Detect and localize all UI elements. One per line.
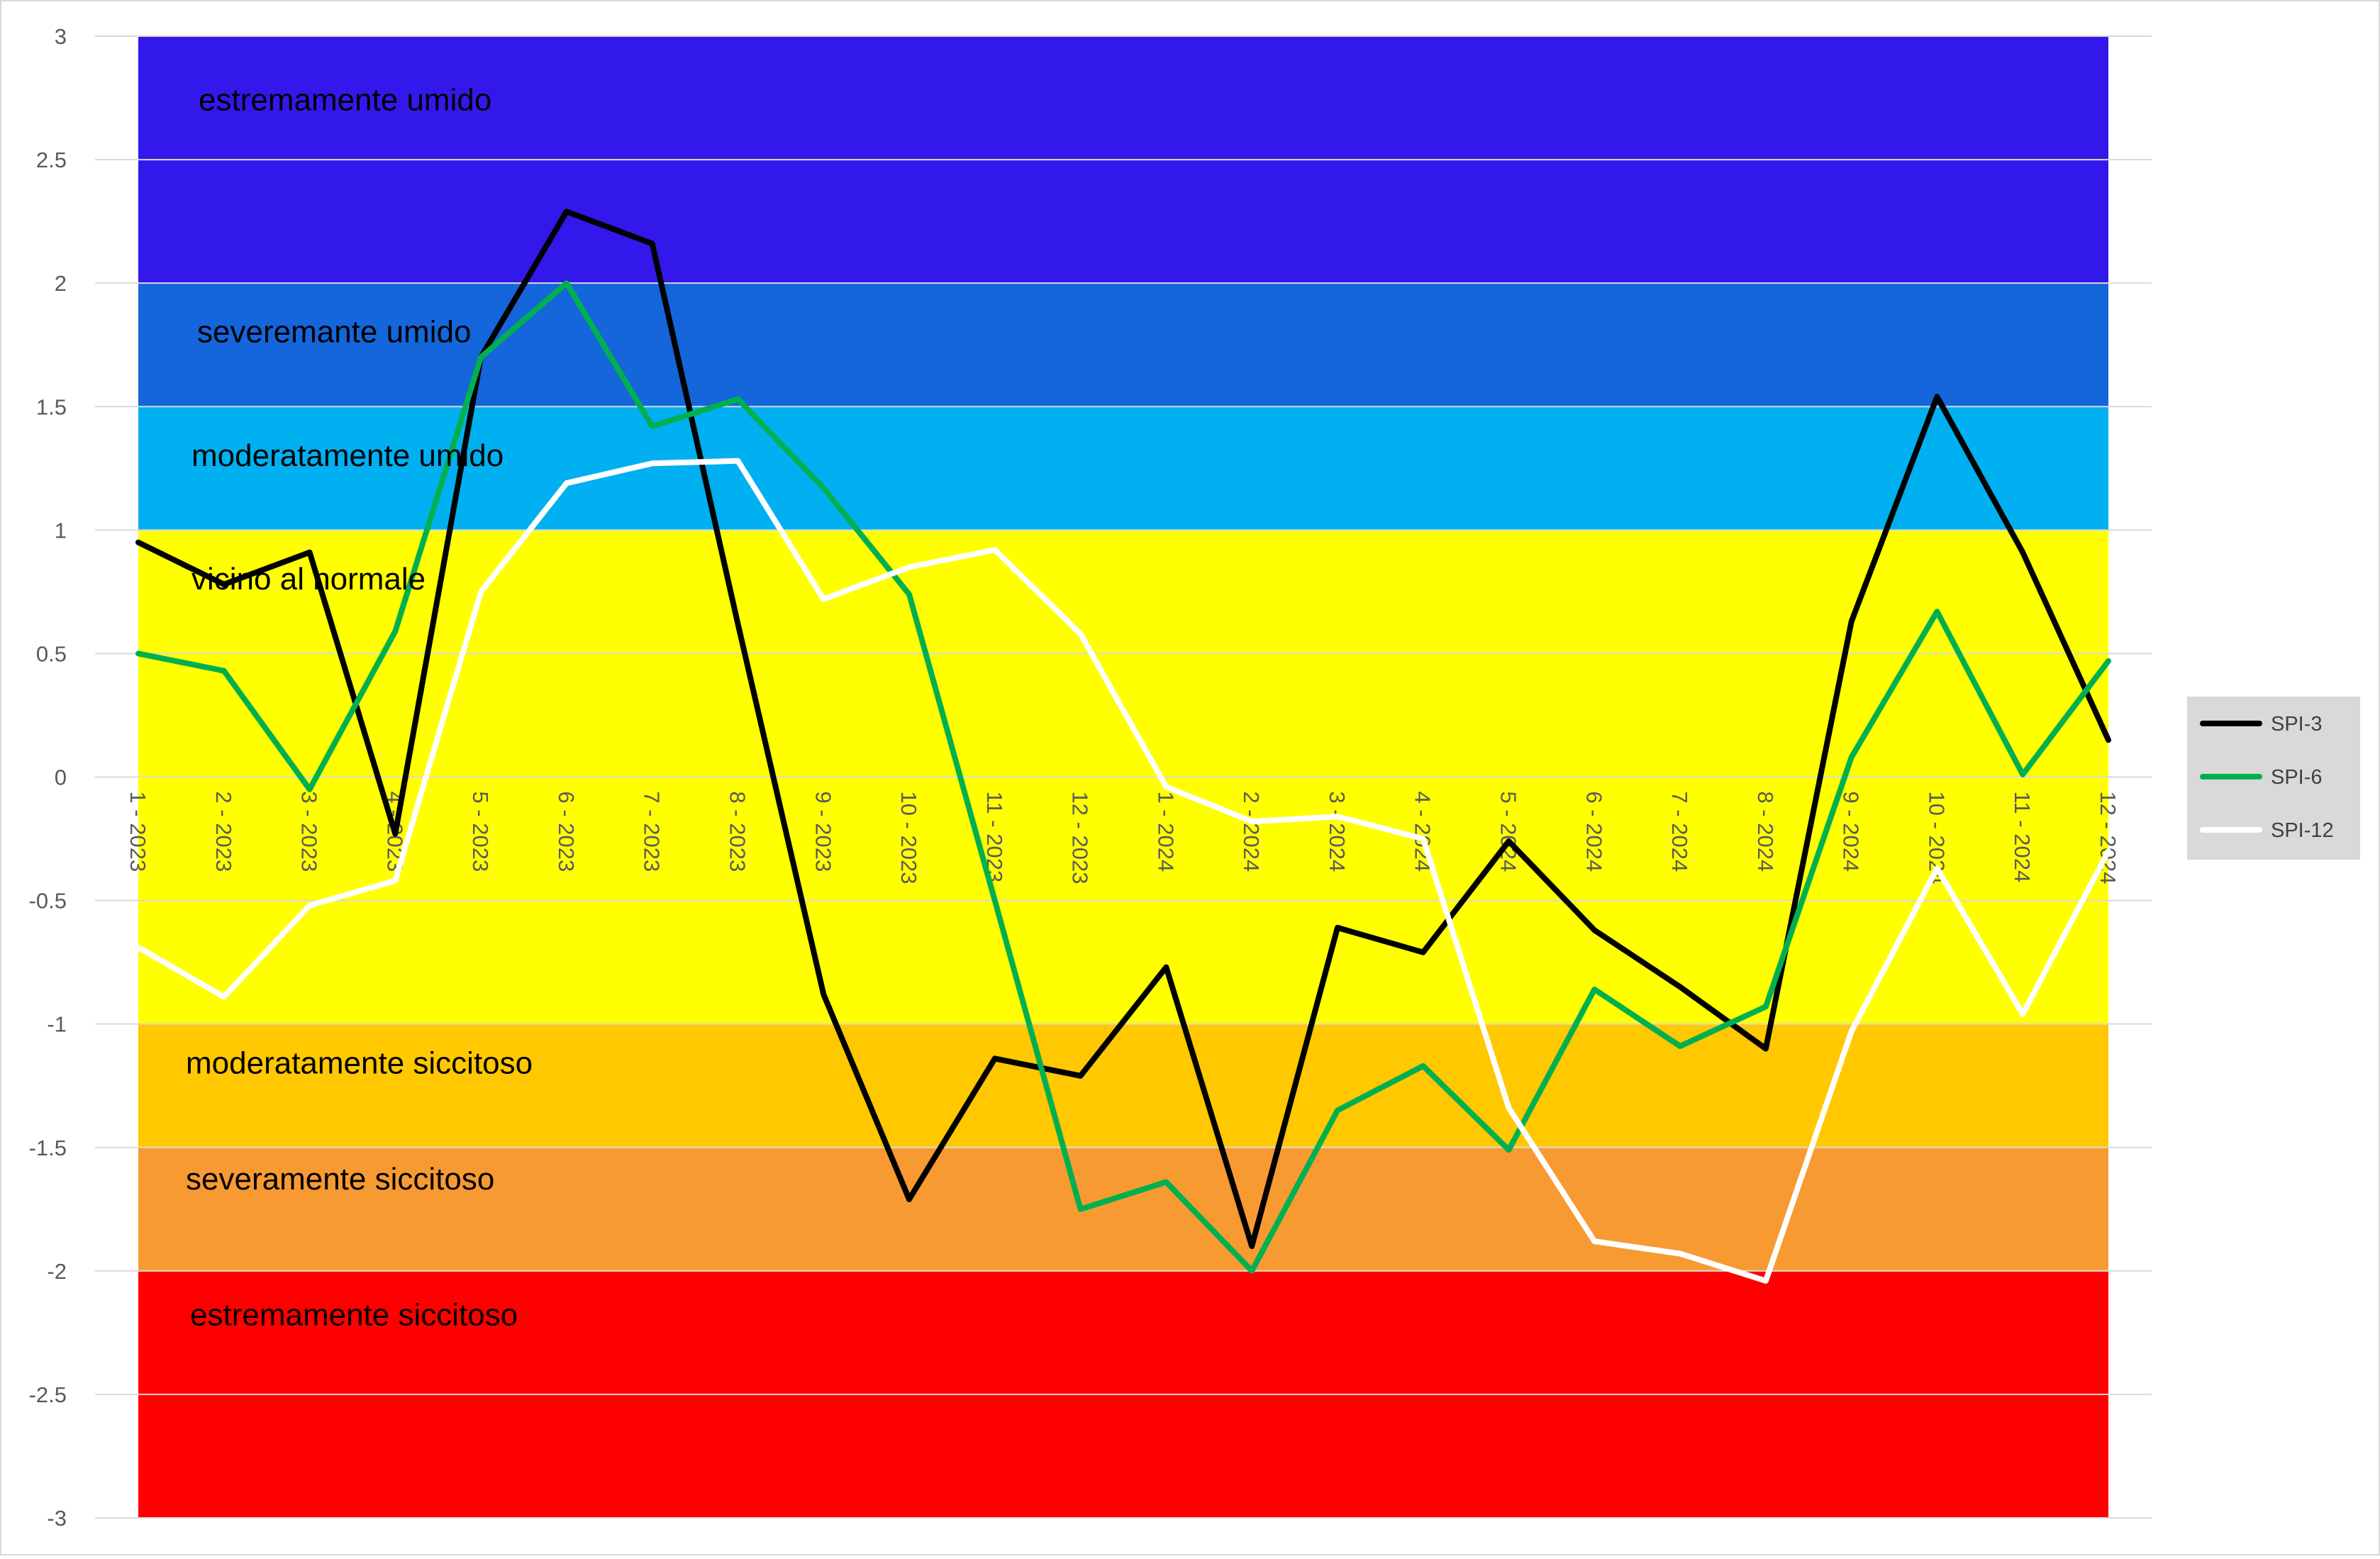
- legend-label: SPI-6: [2271, 766, 2323, 789]
- band-label: estremamente umido: [199, 82, 491, 117]
- band-labels: estremamente umido severemante umido moder…: [186, 82, 533, 1332]
- x-tick-label: 12 - 2023: [1068, 792, 1093, 884]
- x-tick-label: 9 - 2023: [811, 792, 835, 872]
- x-tick-label: 1 - 2023: [126, 792, 150, 872]
- x-tick-label: 7 - 2024: [1667, 792, 1692, 872]
- x-tick-label: 1 - 2024: [1153, 792, 1178, 872]
- x-tick-label: 7 - 2023: [640, 792, 664, 872]
- x-tick-label: 5 - 2023: [468, 792, 493, 872]
- x-tick-label: 2 - 2023: [211, 792, 236, 872]
- y-tick-label: -1.5: [29, 1136, 67, 1160]
- y-tick-label: 2.5: [36, 148, 67, 172]
- y-axis-ticks: 3 2.5 2 1.5 1 0.5 0 -0.5 -1 -1.5 -2 -2.5 -3: [29, 24, 67, 1531]
- y-tick-label: -2.5: [29, 1382, 67, 1407]
- x-tick-label: 6 - 2024: [1581, 792, 1606, 872]
- y-tick-label: 2: [55, 271, 67, 296]
- band-label: severamente siccitoso: [186, 1162, 494, 1197]
- y-tick-label: 0: [55, 765, 67, 790]
- x-tick-label: 5 - 2024: [1496, 792, 1521, 872]
- series-line-spi-6: [135, 280, 2111, 1274]
- band-severamente-siccitoso: [138, 1147, 2108, 1271]
- band-label: estremamente siccitoso: [190, 1297, 518, 1332]
- band-label: severemante umido: [197, 315, 471, 350]
- series-lines: [135, 209, 2111, 1284]
- x-tick-label: 3 - 2024: [1325, 792, 1350, 872]
- x-tick-label: 2 - 2024: [1239, 792, 1264, 872]
- x-tick-label: 8 - 2023: [725, 792, 750, 872]
- x-tick-label: 11 - 2024: [2010, 792, 2035, 883]
- y-tick-label: 1.5: [36, 394, 67, 419]
- y-tick-label: -3: [47, 1506, 67, 1531]
- x-axis-ticks: 1 - 2023 2 - 2023 3 - 2023 4 - 2023 5 - 2023…: [126, 792, 2120, 884]
- series-line-spi-3: [135, 209, 2111, 1249]
- series-line-spi-12: [135, 457, 2111, 1284]
- y-tick-label: 0.5: [36, 641, 67, 666]
- gridlines: [95, 35, 2152, 1519]
- y-tick-label: -1: [47, 1012, 67, 1037]
- x-tick-label: 10 - 2023: [896, 792, 921, 884]
- band-moderatamente-siccitoso: [138, 1023, 2108, 1148]
- x-tick-label: 9 - 2024: [1839, 792, 1864, 872]
- y-tick-label: -2: [47, 1259, 67, 1284]
- x-tick-label: 8 - 2024: [1753, 792, 1778, 872]
- band-label: vicino al normale: [191, 562, 426, 597]
- band-label: moderatamente siccitoso: [186, 1045, 533, 1080]
- legend: SPI-3 SPI-6 SPI-12: [2187, 697, 2360, 860]
- legend-label: SPI-3: [2271, 713, 2323, 736]
- band-severemante-umido: [138, 283, 2108, 407]
- y-tick-label: -0.5: [29, 889, 67, 914]
- band-label: moderatamente umido: [191, 438, 504, 473]
- legend-label: SPI-12: [2271, 819, 2334, 842]
- x-tick-label: 6 - 2023: [554, 792, 579, 872]
- y-tick-label: 1: [55, 518, 67, 543]
- y-tick-label: 3: [55, 24, 67, 49]
- x-tick-label: 3 - 2023: [297, 792, 322, 872]
